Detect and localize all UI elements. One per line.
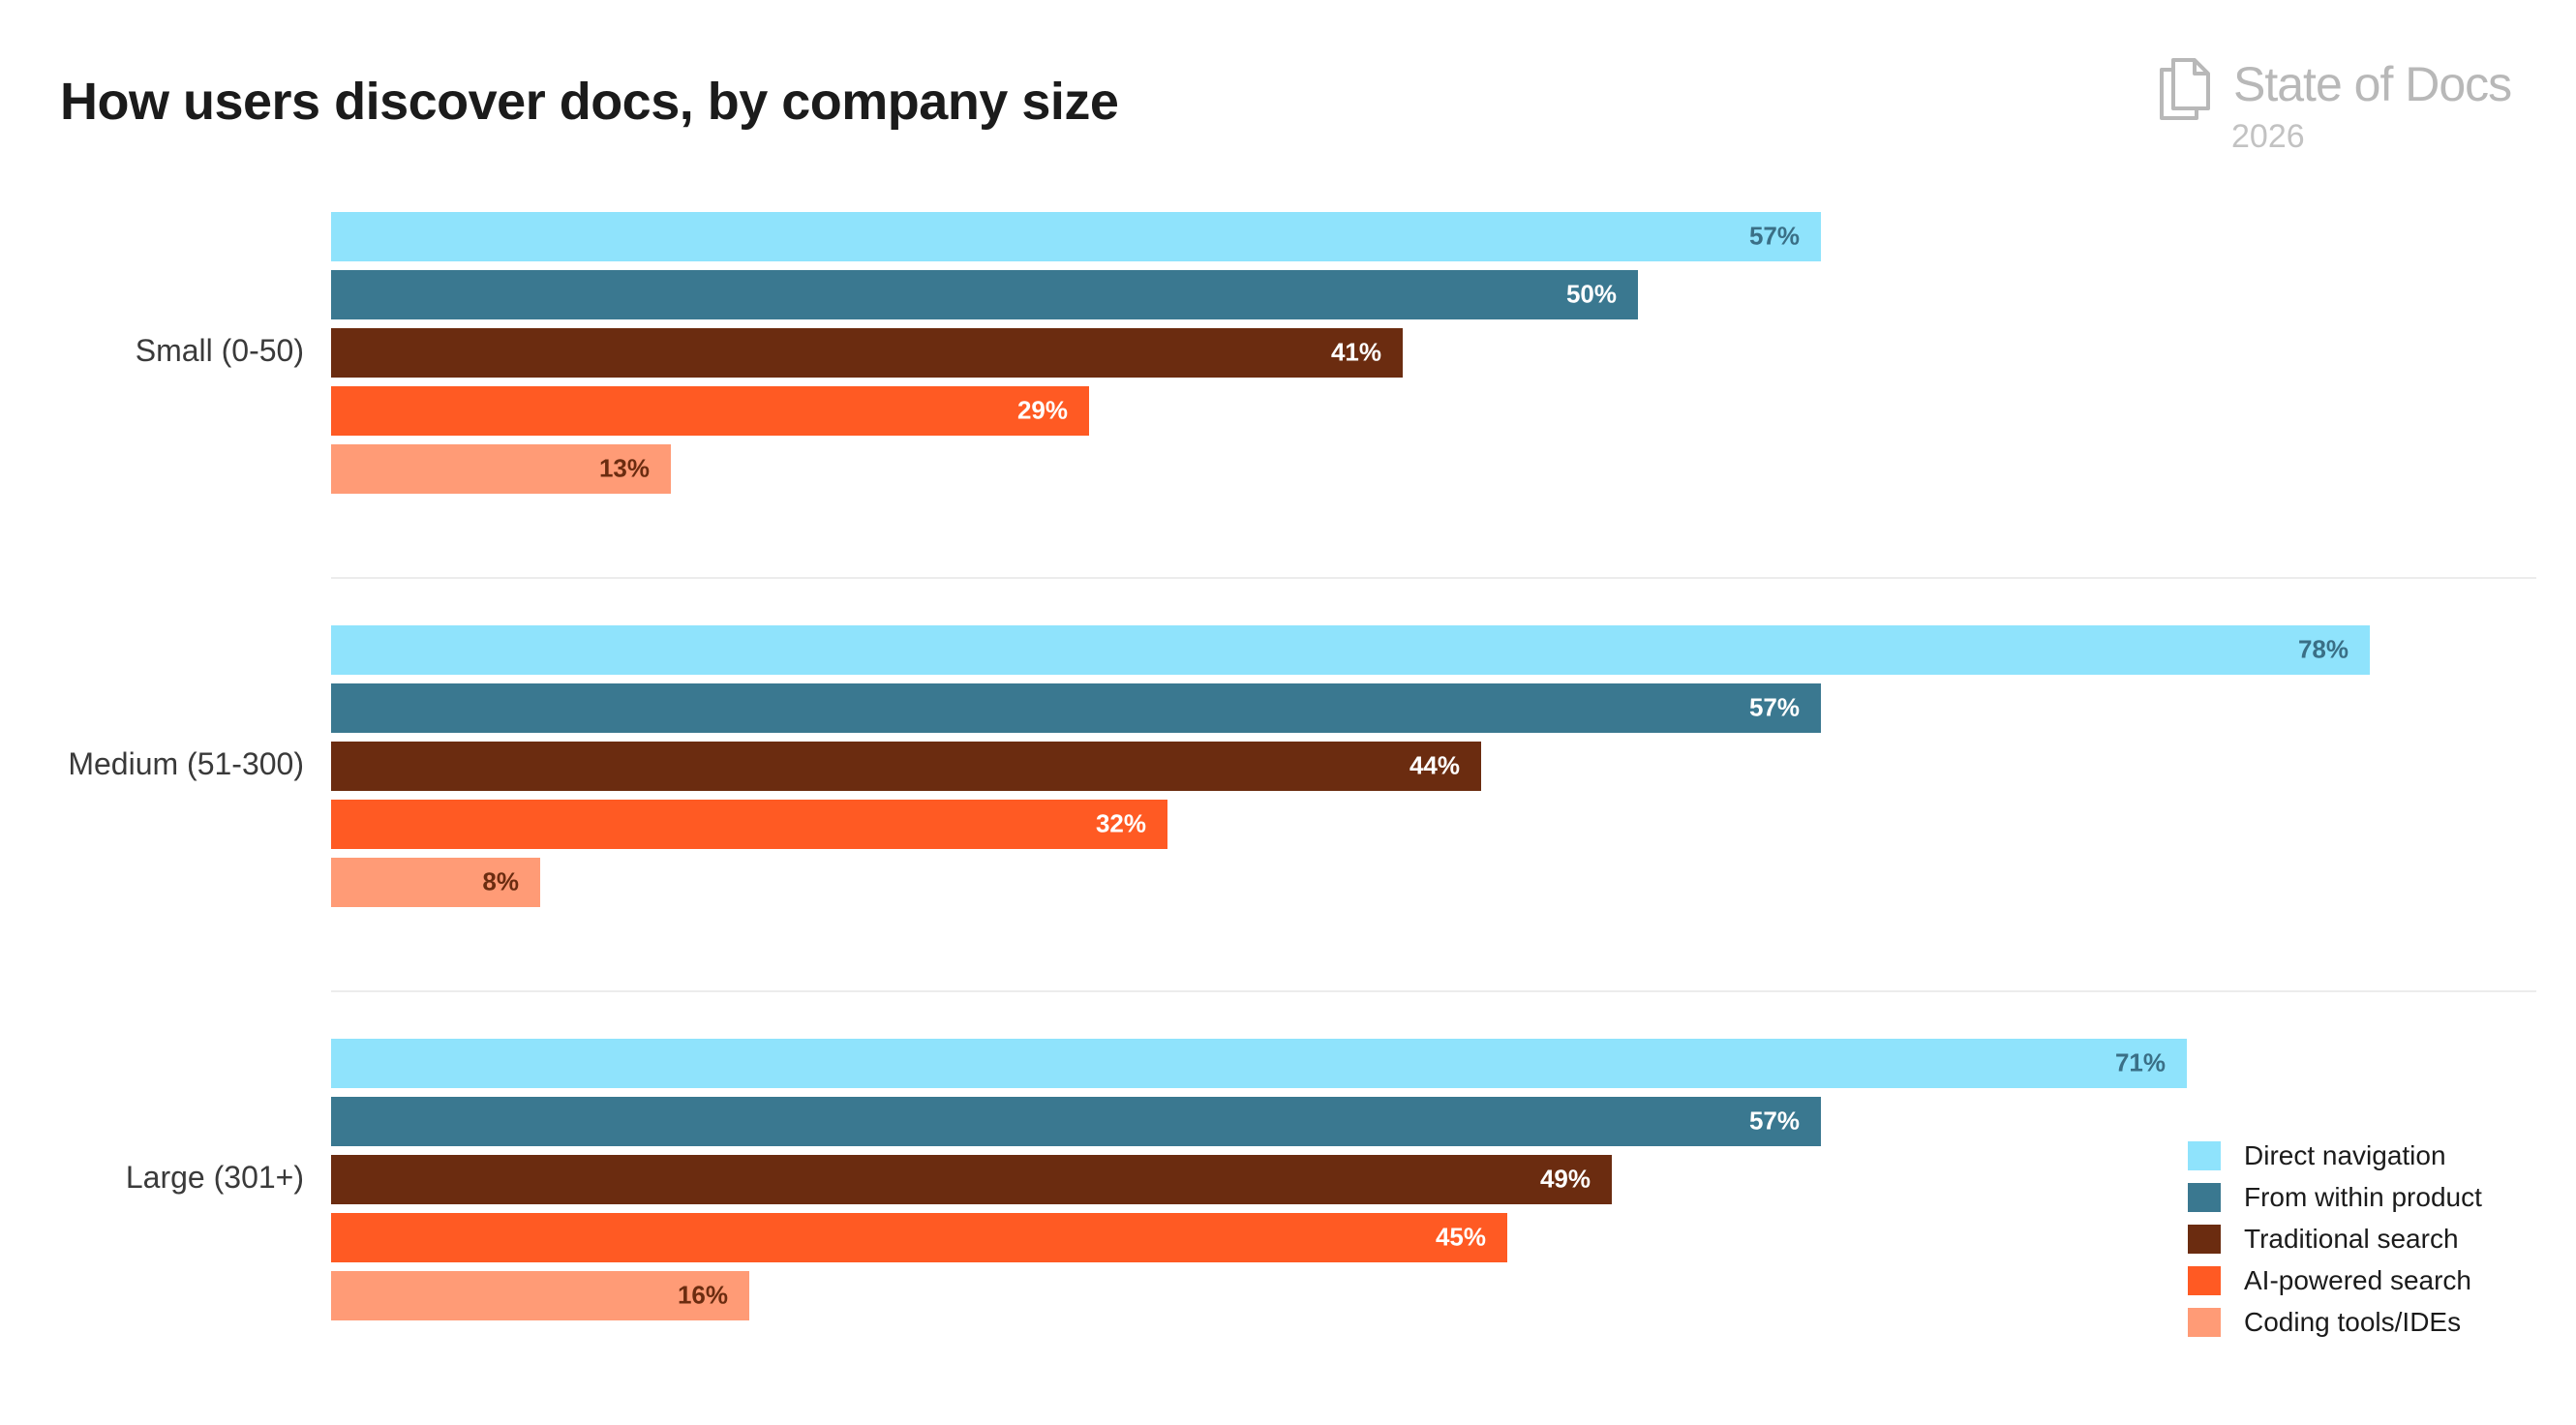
legend-item: Traditional search xyxy=(2188,1218,2482,1259)
bar xyxy=(331,444,671,494)
legend-label: AI-powered search xyxy=(2244,1264,2472,1295)
legend-swatch xyxy=(2188,1265,2221,1295)
data-label: 71% xyxy=(2115,1047,2166,1076)
legend-item: Coding tools/IDEs xyxy=(2188,1301,2482,1343)
document-stack-icon xyxy=(2160,58,2210,120)
bar xyxy=(331,625,2370,675)
bar xyxy=(331,858,540,907)
bar xyxy=(331,212,1821,261)
data-label: 29% xyxy=(1017,395,1068,424)
data-label: 57% xyxy=(1749,221,1800,250)
data-label: 45% xyxy=(1436,1222,1486,1251)
bar xyxy=(331,742,1481,791)
legend-swatch xyxy=(2188,1224,2221,1254)
data-label: 8% xyxy=(482,866,519,895)
bar xyxy=(331,386,1089,436)
legend-swatch xyxy=(2188,1307,2221,1337)
legend-item: Direct navigation xyxy=(2188,1135,2482,1176)
legend-swatch xyxy=(2188,1182,2221,1212)
bar xyxy=(331,1039,2187,1088)
data-label: 13% xyxy=(599,453,650,482)
legend-swatch xyxy=(2188,1140,2221,1170)
legend-item: AI-powered search xyxy=(2188,1259,2482,1301)
bar xyxy=(331,1155,1612,1204)
legend-label: Direct navigation xyxy=(2244,1139,2446,1170)
data-label: 50% xyxy=(1566,279,1617,308)
legend-item: From within product xyxy=(2188,1176,2482,1218)
bar xyxy=(331,328,1403,378)
legend: Direct navigation From within product Trad… xyxy=(2188,1135,2482,1343)
chart-title: How users discover docs, by company size xyxy=(60,73,1119,131)
brand-logo: State of Docs 2026 xyxy=(2154,54,2561,161)
data-label: 78% xyxy=(2298,634,2349,663)
category-label: Large (301+) xyxy=(126,1160,304,1195)
data-label: 41% xyxy=(1331,337,1381,366)
data-label: 44% xyxy=(1409,750,1460,779)
legend-label: From within product xyxy=(2244,1181,2482,1212)
bar xyxy=(331,1097,1821,1146)
data-label: 49% xyxy=(1540,1164,1591,1193)
category-label: Small (0-50) xyxy=(136,333,304,368)
bar xyxy=(331,1213,1507,1262)
data-label: 32% xyxy=(1096,808,1146,837)
data-label: 16% xyxy=(678,1280,728,1309)
bar xyxy=(331,683,1821,733)
legend-label: Traditional search xyxy=(2244,1223,2459,1254)
bar xyxy=(331,1271,749,1320)
legend-label: Coding tools/IDEs xyxy=(2244,1306,2462,1337)
brand-year: 2026 xyxy=(2231,118,2305,155)
data-label: 57% xyxy=(1749,692,1800,721)
brand-name: State of Docs xyxy=(2233,57,2512,111)
bar xyxy=(331,800,1167,849)
data-label: 57% xyxy=(1749,1106,1800,1135)
category-label: Medium (51-300) xyxy=(68,746,304,781)
bar xyxy=(331,270,1638,319)
